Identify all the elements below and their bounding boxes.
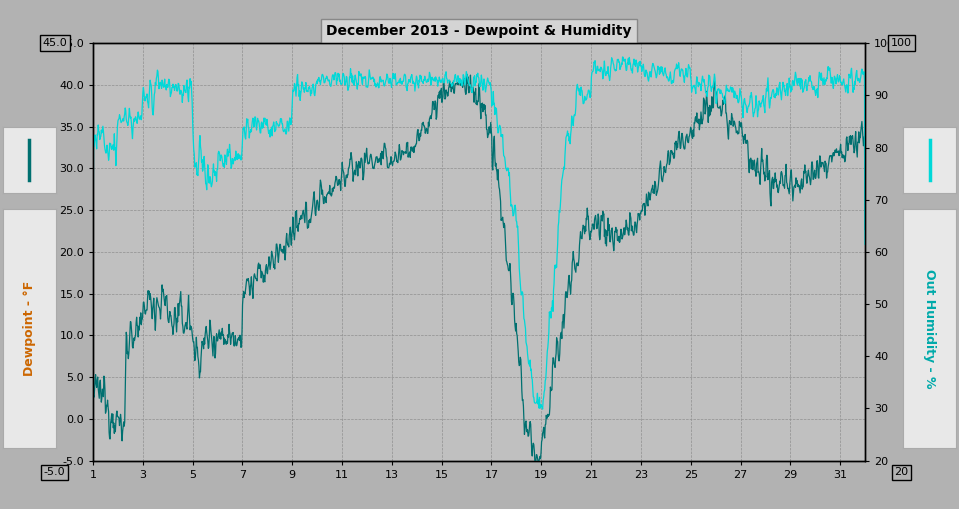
Text: Dewpoint - °F: Dewpoint - °F [23,280,35,376]
Text: 20: 20 [895,467,908,477]
Text: 100: 100 [891,38,912,48]
Text: Out Humidity - %: Out Humidity - % [924,269,936,388]
Text: -5.0: -5.0 [44,467,65,477]
Text: 45.0: 45.0 [42,38,67,48]
Title: December 2013 - Dewpoint & Humidity: December 2013 - Dewpoint & Humidity [326,24,632,38]
